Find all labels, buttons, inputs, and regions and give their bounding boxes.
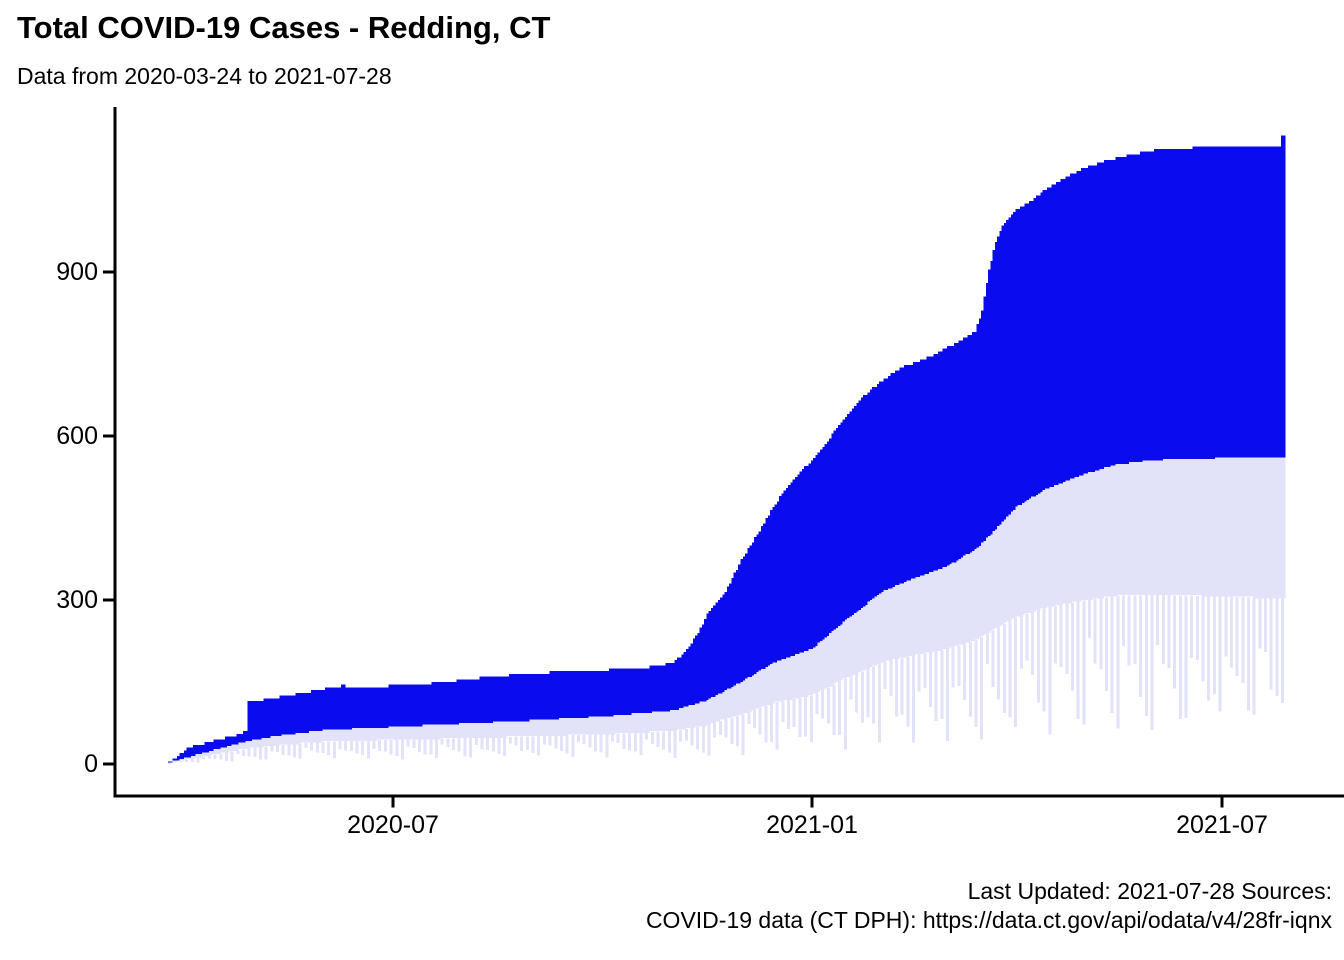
- y-tick-label-900: 900: [56, 258, 98, 286]
- hanging-bars-layer: [179, 595, 1285, 763]
- x-tick-mark: [1220, 797, 1224, 808]
- caption-line-source: COVID-19 data (CT DPH): https://data.ct.…: [645, 907, 1332, 933]
- y-tick-label-300: 300: [56, 586, 98, 614]
- series-layer: [168, 135, 1286, 764]
- x-tick-mark: [391, 797, 395, 808]
- x-tick-mark: [810, 797, 814, 808]
- chart-subtitle: Data from 2020-03-24 to 2021-07-28: [17, 63, 392, 89]
- y-tick-mark: [103, 270, 114, 274]
- x-tick-label-2021-07: 2021-07: [1176, 811, 1268, 839]
- y-tick-mark: [103, 762, 114, 766]
- y-tick-mark: [103, 434, 114, 438]
- lavender-band-area: [168, 457, 1286, 764]
- dark-blue-band-area: [168, 135, 1286, 763]
- x-tick-label-2020-07: 2020-07: [347, 811, 439, 839]
- chart-title: Total COVID-19 Cases - Redding, CT: [17, 10, 551, 45]
- x-tick-label-2021-01: 2021-01: [766, 811, 858, 839]
- y-tick-mark: [103, 598, 114, 602]
- y-tick-label-600: 600: [56, 422, 98, 450]
- caption-line-updated: Last Updated: 2021-07-28 Sources:: [967, 878, 1332, 904]
- y-axis-line: [113, 107, 117, 797]
- caption: Last Updated: 2021-07-28 Sources: COVID-…: [646, 877, 1332, 935]
- x-axis-line: [113, 794, 1344, 798]
- y-tick-label-0: 0: [84, 750, 98, 778]
